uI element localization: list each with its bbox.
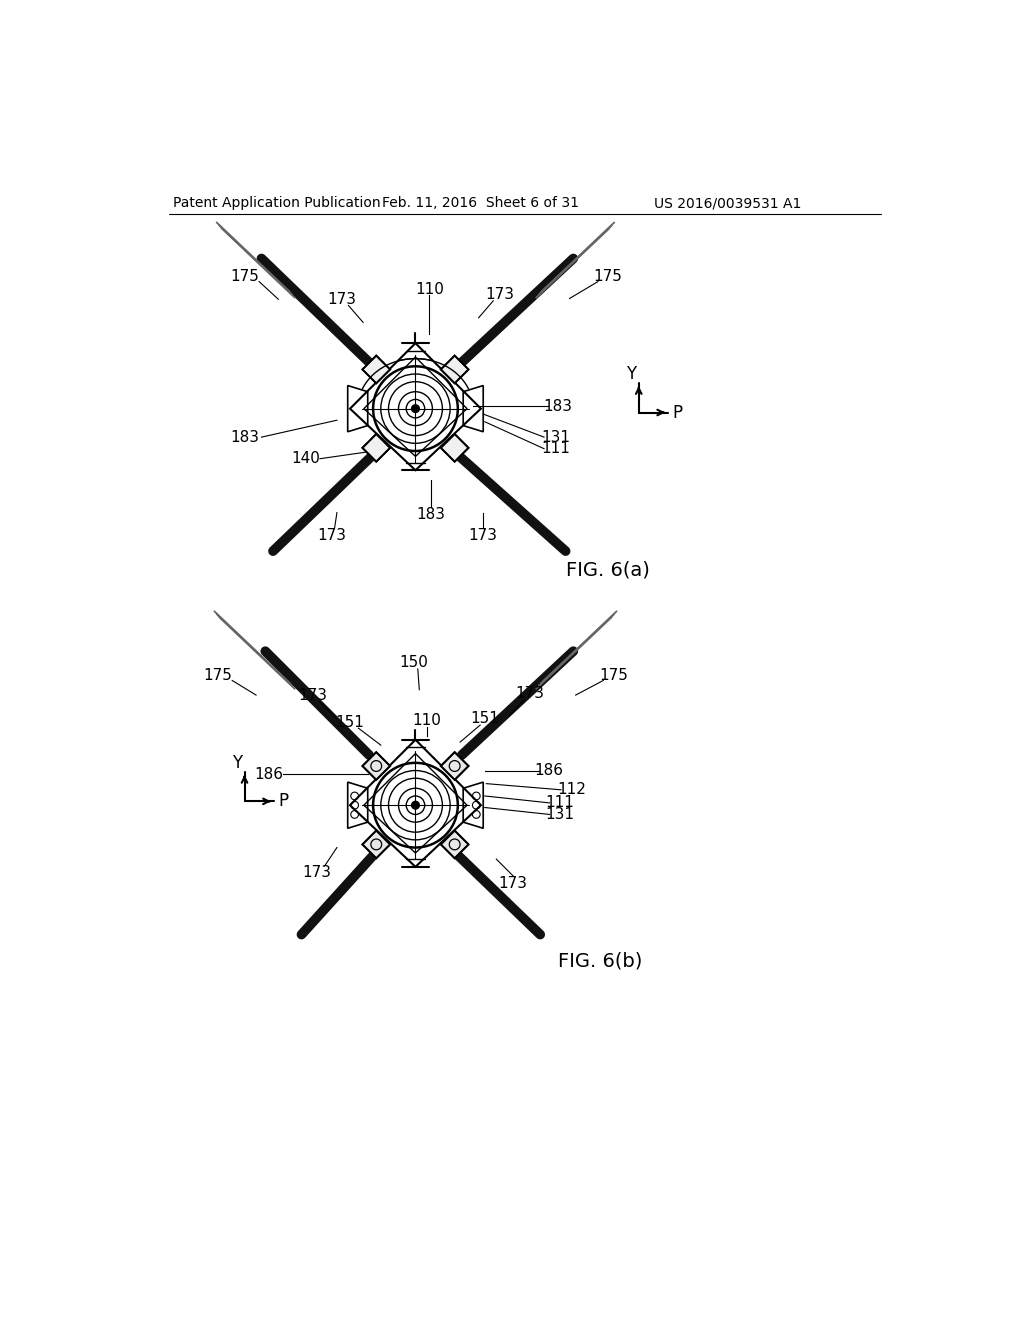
Circle shape — [413, 405, 419, 412]
Text: 173: 173 — [469, 528, 498, 544]
Text: FIG. 6(b): FIG. 6(b) — [558, 952, 642, 970]
Polygon shape — [440, 830, 469, 858]
Text: 173: 173 — [516, 686, 545, 701]
Text: Y: Y — [231, 754, 242, 772]
Text: Y: Y — [626, 366, 636, 383]
Text: 173: 173 — [302, 866, 332, 880]
Text: 175: 175 — [600, 668, 629, 684]
Text: 183: 183 — [544, 399, 572, 414]
Text: 175: 175 — [230, 269, 259, 284]
Polygon shape — [440, 355, 469, 383]
Polygon shape — [362, 434, 390, 462]
Text: Patent Application Publication: Patent Application Publication — [173, 197, 381, 210]
Polygon shape — [362, 355, 390, 383]
Polygon shape — [362, 830, 390, 858]
Circle shape — [413, 803, 419, 808]
Text: 175: 175 — [203, 668, 232, 684]
Text: 175: 175 — [594, 269, 623, 284]
Text: P: P — [278, 792, 288, 810]
Text: 183: 183 — [230, 430, 259, 445]
Text: US 2016/0039531 A1: US 2016/0039531 A1 — [653, 197, 801, 210]
Text: 183: 183 — [417, 507, 445, 521]
Text: 131: 131 — [541, 429, 570, 445]
Text: 151: 151 — [470, 711, 499, 726]
Text: 173: 173 — [485, 288, 515, 302]
Text: 110: 110 — [415, 281, 443, 297]
Polygon shape — [440, 752, 469, 780]
Polygon shape — [362, 752, 390, 780]
Text: 173: 173 — [499, 876, 527, 891]
Text: FIG. 6(a): FIG. 6(a) — [566, 561, 650, 579]
Text: 173: 173 — [328, 292, 356, 306]
Text: 131: 131 — [546, 807, 574, 822]
Polygon shape — [440, 434, 469, 462]
Text: 186: 186 — [255, 767, 284, 781]
Text: 112: 112 — [557, 783, 586, 797]
Text: 111: 111 — [541, 441, 570, 457]
Text: 111: 111 — [546, 796, 574, 810]
Text: 173: 173 — [299, 688, 328, 702]
Text: 110: 110 — [413, 713, 441, 729]
Text: 151: 151 — [336, 715, 365, 730]
Text: Feb. 11, 2016  Sheet 6 of 31: Feb. 11, 2016 Sheet 6 of 31 — [382, 197, 580, 210]
Text: 140: 140 — [292, 451, 321, 466]
Text: P: P — [672, 404, 682, 421]
Text: 173: 173 — [317, 528, 347, 544]
Text: 186: 186 — [535, 763, 563, 777]
Text: 150: 150 — [399, 655, 428, 671]
